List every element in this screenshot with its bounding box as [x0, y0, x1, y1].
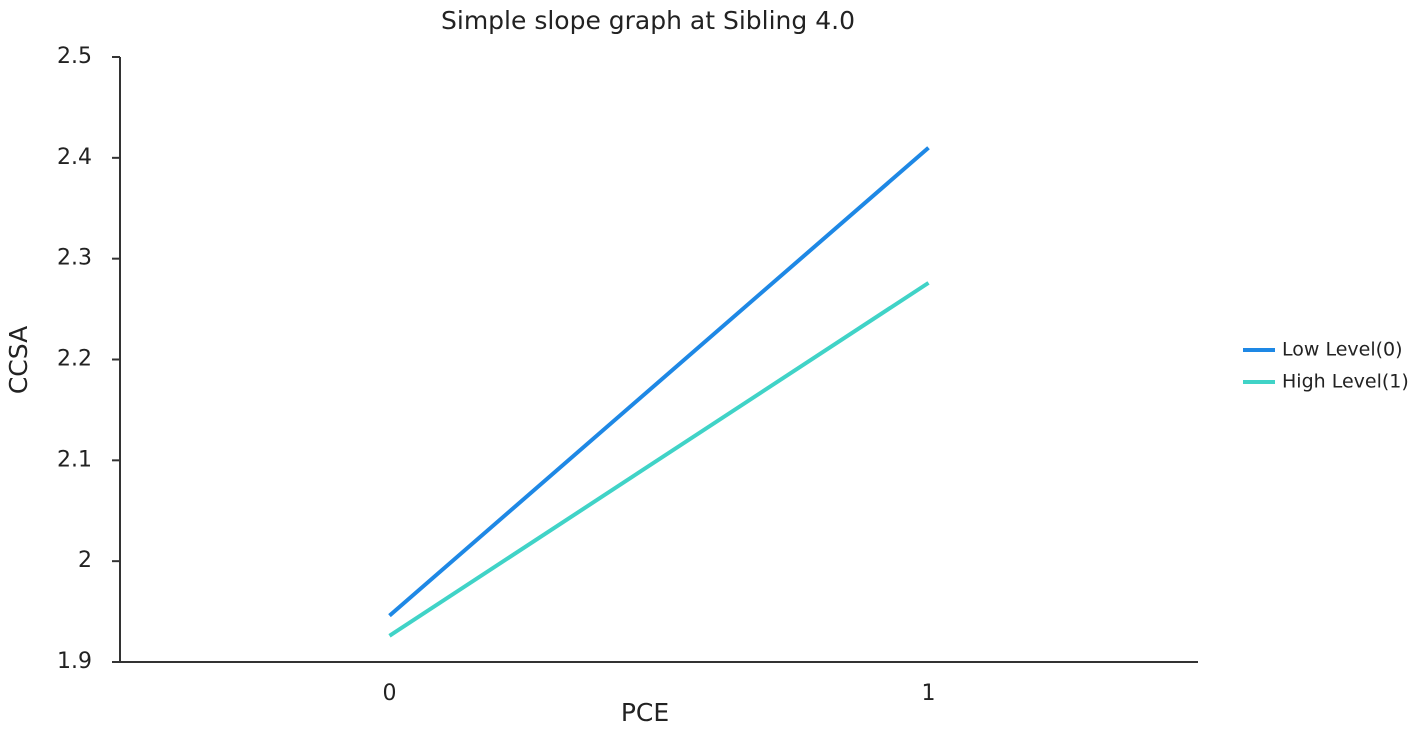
- series-line: [388, 146, 930, 618]
- y-tick-label: 2.4: [57, 145, 92, 170]
- y-tick-label: 2.1: [57, 447, 92, 472]
- x-axis-label: PCE: [621, 698, 669, 727]
- legend-label: Low Level(0): [1282, 339, 1403, 361]
- y-tick-label: 2.5: [57, 44, 92, 69]
- legend-label: High Level(1): [1282, 371, 1409, 393]
- y-tick-label: 1.9: [57, 649, 92, 674]
- y-axis-label: CCSA: [4, 326, 33, 394]
- x-tick-label: 1: [922, 681, 936, 706]
- series-line: [388, 281, 930, 638]
- chart-title: Simple slope graph at Sibling 4.0: [441, 6, 855, 35]
- y-tick-label: 2.3: [57, 246, 92, 271]
- x-tick-label: 0: [383, 681, 397, 706]
- y-tick-label: 2.2: [57, 347, 92, 372]
- y-tick-label: 2: [78, 548, 92, 573]
